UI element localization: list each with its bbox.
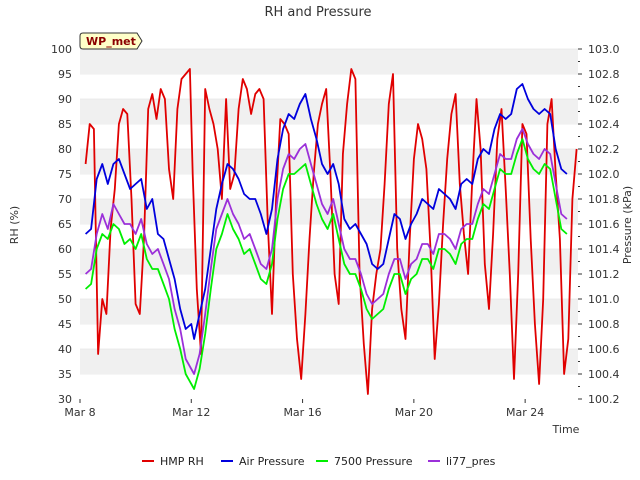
y-tick-label: 50 bbox=[58, 293, 72, 306]
legend: HMP RH Air Pressure 7500 Pressure li77_pres bbox=[142, 455, 496, 468]
y-axis-right: 100.2 100.4 100.6 100.8 101.0 101.2 101.4 101.6… bbox=[578, 43, 620, 406]
y2-tick-label: 102.4 bbox=[588, 118, 620, 131]
series-line-7500-pressure bbox=[84, 138, 568, 390]
y-tick-label: 40 bbox=[58, 343, 72, 356]
y-tick-label: 85 bbox=[58, 118, 72, 131]
station-badge-label: WP_met bbox=[86, 35, 136, 48]
y2-tick-label: 102.0 bbox=[588, 168, 620, 181]
y2-tick-label: 101.8 bbox=[588, 193, 620, 206]
x-tick-label: Mar 12 bbox=[172, 406, 210, 419]
station-badge-shape bbox=[79, 32, 143, 50]
grid-band bbox=[80, 99, 578, 124]
x-tick-label: Mar 20 bbox=[395, 406, 433, 419]
y-tick-label: 35 bbox=[58, 368, 72, 381]
y2-tick-label: 102.6 bbox=[588, 93, 620, 106]
x-axis: Mar 8 Mar 12 Mar 16 Mar 20 Mar 24 bbox=[64, 399, 544, 419]
y-tick-label: 55 bbox=[58, 268, 72, 281]
grid-band bbox=[80, 349, 578, 374]
series-layer bbox=[84, 68, 578, 395]
y-tick-label: 95 bbox=[58, 68, 72, 81]
y-tick-label: 100 bbox=[51, 43, 72, 56]
y2-tick-label: 100.6 bbox=[588, 343, 620, 356]
x-axis-title: Time bbox=[552, 423, 580, 436]
grid-band bbox=[80, 49, 578, 74]
legend-label: li77_pres bbox=[446, 455, 496, 468]
series-line-hmp-rh bbox=[84, 68, 578, 395]
series-line-li77-pres bbox=[84, 128, 568, 375]
x-tick-label: Mar 24 bbox=[506, 406, 544, 419]
y2-tick-label: 101.2 bbox=[588, 268, 620, 281]
y2-tick-label: 101.0 bbox=[588, 293, 620, 306]
series-line-air-pressure bbox=[84, 83, 568, 340]
x-tick-label: Mar 16 bbox=[283, 406, 321, 419]
y2-tick-label: 100.4 bbox=[588, 368, 620, 381]
y2-tick-label: 100.2 bbox=[588, 393, 620, 406]
legend-label: Air Pressure bbox=[239, 455, 305, 468]
y2-tick-label: 100.8 bbox=[588, 318, 620, 331]
y-tick-label: 30 bbox=[58, 393, 72, 406]
grid-band bbox=[80, 299, 578, 324]
y-axis-left: 30 35 40 45 50 55 60 65 70 75 80 85 90 95 100 bbox=[51, 43, 72, 406]
legend-label: HMP RH bbox=[160, 455, 204, 468]
y2-tick-label: 103.0 bbox=[588, 43, 620, 56]
chart-title: RH and Pressure bbox=[264, 5, 371, 20]
y-tick-label: 70 bbox=[58, 193, 72, 206]
y-tick-label: 75 bbox=[58, 168, 72, 181]
station-badge: WP_met bbox=[79, 32, 143, 50]
y-tick-label: 60 bbox=[58, 243, 72, 256]
y2-tick-label: 102.2 bbox=[588, 143, 620, 156]
y-tick-label: 45 bbox=[58, 318, 72, 331]
y-axis-left-title: RH (%) bbox=[8, 206, 21, 244]
y-tick-label: 90 bbox=[58, 93, 72, 106]
y-tick-label: 65 bbox=[58, 218, 72, 231]
x-tick-label: Mar 8 bbox=[64, 406, 95, 419]
y-axis-right-title: Pressure (kPa) bbox=[621, 186, 634, 264]
y2-tick-label: 101.6 bbox=[588, 218, 620, 231]
y-tick-label: 80 bbox=[58, 143, 72, 156]
y2-tick-label: 102.8 bbox=[588, 68, 620, 81]
y2-tick-label: 101.4 bbox=[588, 243, 620, 256]
legend-label: 7500 Pressure bbox=[334, 455, 413, 468]
